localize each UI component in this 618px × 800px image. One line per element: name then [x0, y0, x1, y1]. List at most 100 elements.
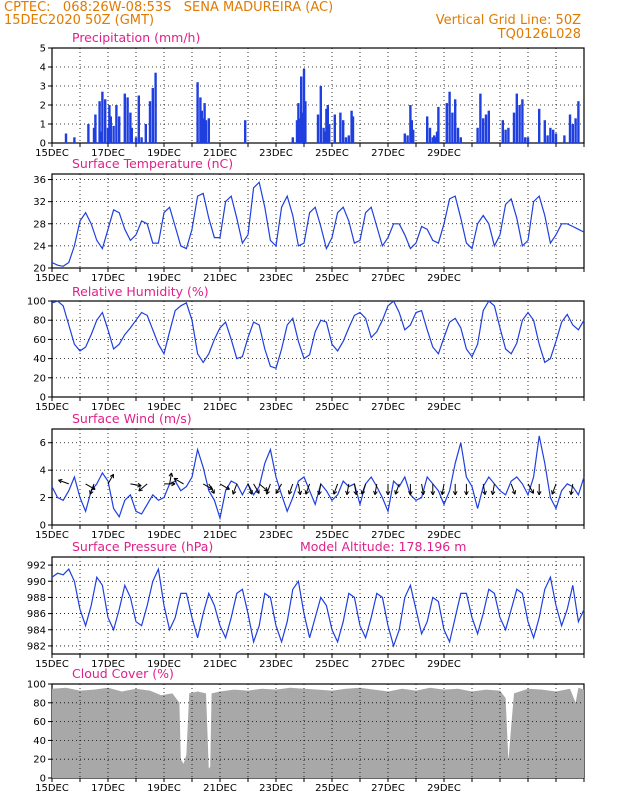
wind-arrow-head — [551, 491, 556, 495]
x-tick-label: 29DEC — [427, 402, 461, 413]
precip-bar — [115, 105, 118, 143]
wind-arrow-head — [232, 491, 237, 495]
header-line3-right: TQ0126L028 — [497, 27, 581, 42]
precip-bar — [515, 93, 518, 143]
precip-bar — [339, 112, 342, 143]
precip-bar — [295, 120, 299, 143]
wind-arrow-head — [464, 491, 467, 496]
y-tick-label: 20 — [33, 373, 46, 384]
cloud-area — [52, 687, 584, 778]
wind-arrow-head — [231, 490, 234, 495]
wind-frame — [51, 428, 585, 526]
wind-arrow-head — [345, 490, 348, 495]
x-tick-label: 17DEC — [91, 530, 125, 541]
precip-bar — [554, 133, 558, 143]
precip-bar — [445, 103, 448, 143]
precip-bar — [148, 101, 152, 143]
precip-bar — [549, 127, 552, 143]
x-tick-label: 15DEC — [35, 530, 69, 541]
precip-bar — [428, 127, 432, 143]
rh-title: Relative Humidity (%) — [72, 284, 209, 299]
precip-bar — [546, 135, 549, 143]
wind-arrow — [421, 483, 424, 495]
wind-arrow-head — [58, 479, 62, 484]
wind-arrow-head — [287, 490, 290, 495]
wind-arrow-head — [570, 491, 574, 496]
wind-arrow-head — [333, 491, 338, 495]
precip-bar — [552, 129, 555, 143]
temp-title: Surface Temperature (nC) — [72, 156, 233, 171]
pressure-subtitle: Model Altitude: 178.196 m — [300, 539, 466, 554]
precip-bar — [108, 105, 111, 143]
precip-bar — [518, 105, 521, 143]
x-tick-label: 27DEC — [371, 530, 405, 541]
x-tick-label: 21DEC — [203, 273, 237, 284]
wind-arrow-head — [373, 490, 376, 495]
x-tick-label: 21DEC — [203, 783, 237, 794]
y-tick-label: 80 — [33, 698, 46, 709]
y-tick-label: 4 — [40, 466, 46, 477]
wind-arrow — [441, 483, 445, 495]
x-tick-label: 15DEC — [35, 148, 69, 159]
wind-arrow-head — [251, 490, 253, 495]
precip-bar — [151, 87, 154, 143]
wind-arrow-head — [465, 491, 469, 496]
x-tick-label: 27DEC — [371, 402, 405, 413]
x-tick-label: 17DEC — [91, 659, 125, 670]
wind-arrow-head — [394, 490, 396, 495]
wind-arrow-head — [353, 491, 357, 496]
x-tick-label: 29DEC — [427, 659, 461, 670]
precip-bar — [129, 112, 132, 143]
precip-bar — [501, 120, 504, 143]
x-tick-label: 15DEC — [35, 659, 69, 670]
wind-arrow — [353, 483, 357, 495]
wind-arrow — [374, 483, 378, 495]
x-tick-label: 15DEC — [35, 783, 69, 794]
wind-arrow-head — [138, 487, 141, 492]
wind-arrow-head — [89, 490, 91, 495]
wind-arrow — [169, 472, 172, 484]
wind-arrow-head — [138, 489, 143, 492]
rh-frame — [51, 300, 585, 398]
precip-bar — [504, 129, 507, 143]
precip-bar — [406, 135, 409, 143]
precip-bar — [322, 127, 325, 143]
wind-arrow-head — [529, 490, 534, 494]
precip-bar — [200, 110, 203, 143]
precip-bar — [301, 112, 304, 143]
precip-bar — [333, 114, 336, 143]
precip-bar — [571, 124, 574, 143]
y-tick-label: 988 — [27, 593, 46, 604]
wind-arrow — [492, 483, 495, 495]
wind-arrow-head — [299, 490, 303, 495]
precip-bar — [304, 101, 307, 143]
y-tick-label: 60 — [33, 335, 46, 346]
precip-bar — [507, 127, 510, 143]
temp-frame — [51, 173, 585, 269]
wind-arrow — [551, 483, 557, 495]
wind-arrow — [89, 483, 95, 495]
wind-arrow-head — [361, 491, 366, 495]
wind-arrow-head — [490, 490, 493, 495]
wind-arrow-head — [430, 491, 434, 496]
precip-bar — [487, 110, 490, 143]
wind-arrow — [482, 483, 486, 495]
x-tick-label: 29DEC — [427, 530, 461, 541]
x-tick-label: 17DEC — [91, 273, 125, 284]
y-tick-label: 100 — [27, 297, 46, 308]
precip-bar — [300, 76, 303, 143]
precip-bar — [482, 118, 485, 143]
wind-arrow-head — [441, 491, 445, 496]
wind-arrow-head — [355, 490, 359, 495]
x-tick-label: 29DEC — [427, 148, 461, 159]
wind-arrow-head — [210, 485, 214, 490]
y-tick-label: 4 — [40, 63, 46, 74]
wind-arrow-head — [210, 490, 215, 494]
precip-bar — [479, 93, 482, 143]
y-tick-label: 992 — [27, 561, 46, 572]
precip-bar — [412, 129, 415, 143]
wind-arrow-head — [484, 490, 487, 495]
precip-bar — [543, 120, 546, 143]
panel-cloud: Cloud Cover (%) 0 20 40 60 80 100 15DEC 17DEC 19… — [27, 666, 585, 794]
